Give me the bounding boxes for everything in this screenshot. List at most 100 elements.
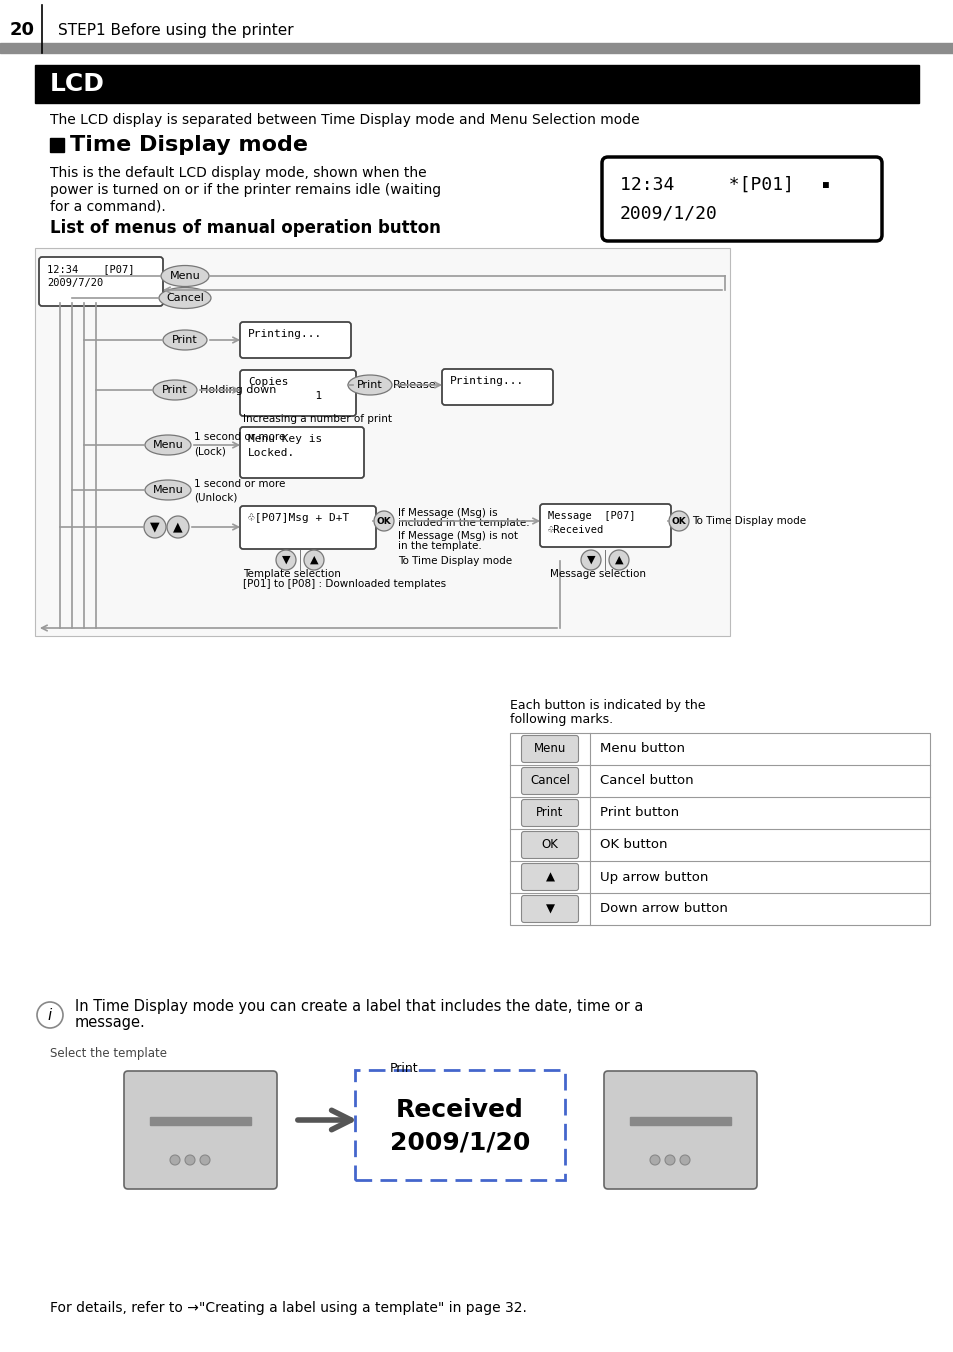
Text: Down arrow button: Down arrow button xyxy=(599,903,727,915)
Text: Menu: Menu xyxy=(152,485,183,495)
Text: If Message (Msg) is not: If Message (Msg) is not xyxy=(397,531,517,541)
Text: Received: Received xyxy=(395,1098,523,1122)
Circle shape xyxy=(580,550,600,571)
Ellipse shape xyxy=(348,375,392,395)
FancyBboxPatch shape xyxy=(521,831,578,859)
Text: Release: Release xyxy=(393,380,436,389)
Ellipse shape xyxy=(161,265,209,287)
Text: ♧Received: ♧Received xyxy=(547,525,603,535)
Circle shape xyxy=(649,1155,659,1165)
Circle shape xyxy=(304,550,324,571)
Text: Time Display mode: Time Display mode xyxy=(70,135,308,155)
Text: Menu: Menu xyxy=(170,270,200,281)
FancyBboxPatch shape xyxy=(240,427,364,479)
Text: 2009/1/20: 2009/1/20 xyxy=(390,1130,530,1155)
Text: Holding down: Holding down xyxy=(200,385,276,395)
Text: Each button is indicated by the: Each button is indicated by the xyxy=(510,699,705,711)
Ellipse shape xyxy=(145,435,191,456)
Text: To Time Display mode: To Time Display mode xyxy=(397,556,512,566)
Circle shape xyxy=(185,1155,194,1165)
Text: ▼: ▼ xyxy=(586,556,595,565)
Text: If Message (Msg) is: If Message (Msg) is xyxy=(397,508,497,518)
Text: Menu Key is: Menu Key is xyxy=(248,434,322,443)
Text: Print: Print xyxy=(172,335,197,345)
FancyBboxPatch shape xyxy=(521,895,578,922)
Text: Print: Print xyxy=(536,807,563,819)
FancyBboxPatch shape xyxy=(240,506,375,549)
Circle shape xyxy=(664,1155,675,1165)
Bar xyxy=(510,733,929,925)
Circle shape xyxy=(668,511,688,531)
Text: STEP1 Before using the printer: STEP1 Before using the printer xyxy=(58,23,294,38)
Text: ■: ■ xyxy=(822,180,828,191)
Text: in the template.: in the template. xyxy=(397,541,481,552)
FancyBboxPatch shape xyxy=(39,257,163,306)
Text: included in the template.: included in the template. xyxy=(397,518,529,529)
Ellipse shape xyxy=(163,330,207,350)
Circle shape xyxy=(170,1155,180,1165)
Text: The LCD display is separated between Time Display mode and Menu Selection mode: The LCD display is separated between Tim… xyxy=(50,114,639,127)
Text: OK: OK xyxy=(376,516,391,526)
Text: Printing...: Printing... xyxy=(450,376,524,387)
Circle shape xyxy=(608,550,628,571)
FancyBboxPatch shape xyxy=(539,504,670,548)
Text: 12:34     *[P01]: 12:34 *[P01] xyxy=(619,176,793,193)
Circle shape xyxy=(679,1155,689,1165)
Ellipse shape xyxy=(152,380,196,400)
Circle shape xyxy=(275,550,295,571)
Text: Menu: Menu xyxy=(534,742,565,756)
Text: (Unlock): (Unlock) xyxy=(193,492,237,502)
FancyBboxPatch shape xyxy=(521,768,578,795)
FancyBboxPatch shape xyxy=(521,735,578,763)
Text: ▲: ▲ xyxy=(310,556,318,565)
Text: ▲: ▲ xyxy=(545,871,554,883)
Text: ♧[P07]Msg + D+T: ♧[P07]Msg + D+T xyxy=(248,512,349,523)
Bar xyxy=(150,1117,251,1125)
Ellipse shape xyxy=(159,288,211,308)
Text: Select the template: Select the template xyxy=(50,1046,167,1060)
Text: i: i xyxy=(48,1007,52,1022)
Text: Increasing a number of print: Increasing a number of print xyxy=(243,414,392,425)
Text: Copies: Copies xyxy=(248,377,288,387)
FancyBboxPatch shape xyxy=(521,864,578,891)
Bar xyxy=(35,247,729,635)
Text: message.: message. xyxy=(75,1015,146,1030)
Bar xyxy=(50,138,64,151)
FancyBboxPatch shape xyxy=(240,322,351,358)
Circle shape xyxy=(167,516,189,538)
Circle shape xyxy=(144,516,166,538)
Text: Up arrow button: Up arrow button xyxy=(599,871,708,883)
Text: OK: OK xyxy=(541,838,558,852)
Text: OK button: OK button xyxy=(599,838,667,852)
FancyBboxPatch shape xyxy=(441,369,553,406)
Text: ▼: ▼ xyxy=(150,521,160,534)
Text: Menu button: Menu button xyxy=(599,742,684,756)
Text: OK: OK xyxy=(671,516,685,526)
Text: For details, refer to →"Creating a label using a template" in page 32.: For details, refer to →"Creating a label… xyxy=(50,1301,526,1315)
Text: In Time Display mode you can create a label that includes the date, time or a: In Time Display mode you can create a la… xyxy=(75,999,642,1014)
Circle shape xyxy=(37,1002,63,1028)
Bar xyxy=(35,65,918,103)
FancyBboxPatch shape xyxy=(601,157,882,241)
Text: Print: Print xyxy=(356,380,382,389)
Text: LCD: LCD xyxy=(50,72,105,96)
Text: power is turned on or if the printer remains idle (waiting: power is turned on or if the printer rem… xyxy=(50,183,440,197)
FancyBboxPatch shape xyxy=(603,1071,757,1188)
Text: 1: 1 xyxy=(248,391,322,402)
Text: 1 second or more: 1 second or more xyxy=(193,479,285,489)
Text: (Lock): (Lock) xyxy=(193,446,226,456)
Text: [P01] to [P08] : Downloaded templates: [P01] to [P08] : Downloaded templates xyxy=(243,579,446,589)
Text: Menu: Menu xyxy=(152,439,183,450)
Text: for a command).: for a command). xyxy=(50,200,166,214)
Text: ▲: ▲ xyxy=(173,521,183,534)
Text: Print: Print xyxy=(390,1061,418,1075)
Text: Printing...: Printing... xyxy=(248,329,322,339)
Bar xyxy=(0,43,953,53)
Text: Print: Print xyxy=(162,385,188,395)
FancyBboxPatch shape xyxy=(521,799,578,826)
Text: 12:34    [P07]: 12:34 [P07] xyxy=(47,264,134,274)
Text: Cancel: Cancel xyxy=(530,775,569,787)
Text: 2009/7/20: 2009/7/20 xyxy=(47,279,103,288)
Ellipse shape xyxy=(145,480,191,500)
Text: This is the default LCD display mode, shown when the: This is the default LCD display mode, sh… xyxy=(50,166,426,180)
